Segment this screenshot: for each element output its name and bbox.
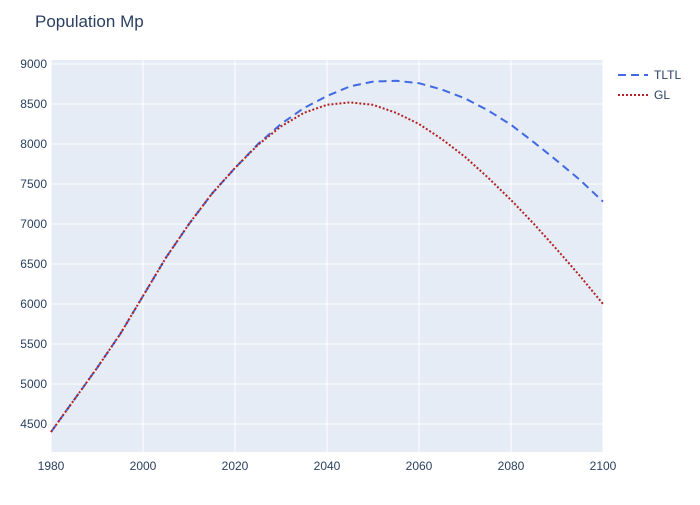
y-tick-label: 6000 [20,297,47,311]
legend-label-tltl: TLTL [654,68,681,82]
x-tick-label: 2060 [406,459,433,473]
y-tick-label: 5500 [20,337,47,351]
x-tick-label: 2020 [222,459,249,473]
x-tick-label: 2040 [314,459,341,473]
x-tick-label: 2000 [130,459,157,473]
y-tick-label: 9000 [20,57,47,71]
chart-title: Population Mp [35,12,144,31]
x-tick-label: 2100 [590,459,617,473]
y-tick-label: 8000 [20,137,47,151]
legend-label-gl: GL [654,88,670,102]
y-tick-label: 8500 [20,97,47,111]
y-tick-label: 7500 [20,177,47,191]
y-tick-label: 4500 [20,417,47,431]
y-tick-label: 7000 [20,217,47,231]
y-tick-label: 5000 [20,377,47,391]
y-tick-label: 6500 [20,257,47,271]
x-tick-label: 2080 [498,459,525,473]
x-tick-label: 1980 [38,459,65,473]
series-line-gl [50,101,604,433]
